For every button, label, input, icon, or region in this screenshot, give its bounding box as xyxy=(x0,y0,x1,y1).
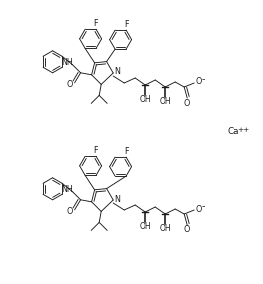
Text: O: O xyxy=(195,78,201,87)
Text: F: F xyxy=(124,147,128,156)
Text: O: O xyxy=(195,204,201,214)
Text: -: - xyxy=(202,75,205,84)
Text: O: O xyxy=(67,80,73,89)
Text: OH: OH xyxy=(159,224,171,233)
Text: ++: ++ xyxy=(237,127,249,133)
Text: F: F xyxy=(93,146,97,155)
Text: -: - xyxy=(202,202,205,211)
Text: Ca: Ca xyxy=(228,128,240,137)
Text: O: O xyxy=(67,207,73,216)
Text: N: N xyxy=(114,195,120,204)
Text: F: F xyxy=(93,19,97,28)
Text: NH: NH xyxy=(61,58,73,67)
Text: O: O xyxy=(183,225,189,235)
Text: NH: NH xyxy=(61,185,73,194)
Text: O: O xyxy=(183,99,189,108)
Text: OH: OH xyxy=(139,222,151,231)
Text: OH: OH xyxy=(159,97,171,106)
Text: OH: OH xyxy=(139,95,151,104)
Text: F: F xyxy=(124,20,128,29)
Text: N: N xyxy=(114,68,120,76)
